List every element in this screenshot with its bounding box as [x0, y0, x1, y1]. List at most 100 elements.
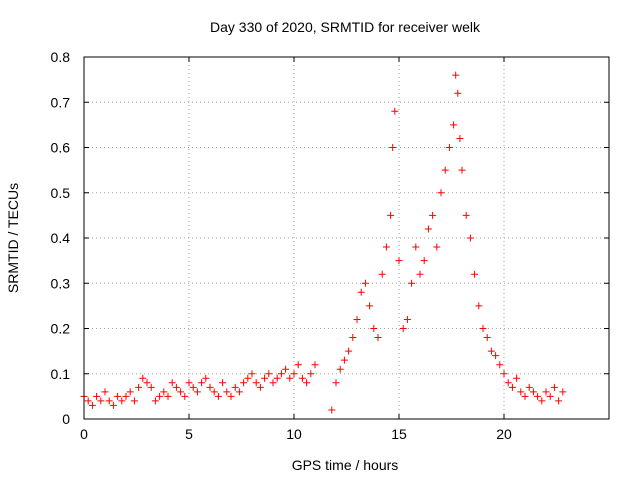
data-point: [454, 89, 462, 97]
x-tick-label: 5: [185, 426, 193, 442]
x-axis-label: GPS time / hours: [292, 457, 399, 473]
x-tick-label: 15: [391, 426, 407, 442]
data-point: [248, 370, 256, 378]
data-point: [458, 166, 466, 174]
data-point: [227, 392, 235, 400]
data-point: [286, 374, 294, 382]
data-points: [80, 71, 567, 414]
data-point: [114, 392, 122, 400]
data-point: [265, 370, 273, 378]
data-point: [168, 379, 176, 387]
data-point: [361, 279, 369, 287]
data-point: [370, 325, 378, 332]
data-point: [147, 383, 155, 391]
data-point: [387, 211, 395, 219]
data-point: [269, 379, 277, 387]
data-point: [555, 397, 563, 405]
data-point: [156, 392, 164, 400]
data-point: [235, 388, 243, 396]
data-point: [429, 211, 437, 219]
data-point: [164, 392, 172, 400]
data-point: [513, 374, 521, 382]
data-point: [223, 388, 231, 396]
data-point: [382, 243, 390, 251]
data-point: [273, 374, 281, 382]
data-point: [244, 374, 252, 382]
data-point: [135, 383, 143, 391]
data-point: [345, 347, 353, 355]
data-point: [84, 397, 92, 405]
data-point: [504, 379, 512, 387]
data-point: [130, 397, 138, 405]
y-tick-label: 0.3: [51, 275, 71, 291]
data-point: [210, 388, 218, 396]
data-point: [391, 107, 399, 115]
data-point: [483, 334, 491, 342]
data-point: [441, 166, 449, 174]
data-point: [521, 392, 529, 400]
data-point: [193, 388, 201, 396]
data-point: [399, 325, 407, 332]
data-point: [277, 370, 285, 378]
data-point: [487, 347, 495, 355]
data-point: [214, 392, 222, 400]
x-tick-label: 10: [286, 426, 302, 442]
y-tick-label: 0.7: [51, 94, 71, 110]
data-point: [378, 270, 386, 278]
y-axis-label: SRMTID / TECUs: [5, 183, 21, 293]
data-point: [424, 225, 432, 233]
x-tick-label: 0: [80, 426, 88, 442]
data-point: [332, 379, 340, 387]
y-tick-label: 0.5: [51, 185, 71, 201]
data-point: [433, 243, 441, 251]
data-point: [122, 392, 130, 400]
data-point: [416, 270, 424, 278]
data-point: [219, 379, 227, 387]
y-tick-label: 0.8: [51, 49, 71, 65]
data-point: [252, 379, 260, 387]
data-point: [294, 361, 302, 369]
data-point: [471, 270, 479, 278]
data-point: [177, 388, 185, 396]
data-point: [311, 361, 319, 369]
data-point: [198, 379, 206, 387]
y-tick-label: 0.1: [51, 366, 71, 382]
data-point: [88, 401, 96, 409]
data-point: [403, 315, 411, 323]
data-point: [202, 374, 210, 382]
data-point: [508, 383, 516, 391]
data-point: [172, 383, 180, 391]
data-point: [366, 302, 374, 310]
grid-lines: [84, 57, 609, 419]
data-point: [412, 243, 420, 251]
data-point: [462, 211, 470, 219]
data-point: [538, 397, 546, 405]
data-point: [353, 315, 361, 323]
data-point: [525, 383, 533, 391]
data-point: [542, 388, 550, 396]
data-point: [189, 383, 197, 391]
data-point: [256, 383, 264, 391]
data-point: [105, 397, 113, 405]
data-point: [529, 388, 537, 396]
data-point: [97, 397, 105, 405]
data-point: [261, 374, 269, 382]
data-point: [126, 388, 134, 396]
data-point: [328, 406, 336, 414]
data-point: [298, 374, 306, 382]
axis-ticks: 0 5 10 15 20 0 0.1 0.2 0.3 0.4 0.5 0.6 0.7 0.8: [51, 49, 609, 442]
data-point: [445, 144, 453, 151]
data-point: [349, 334, 357, 342]
y-tick-label: 0.6: [51, 140, 71, 156]
data-point: [456, 134, 464, 142]
data-point: [437, 189, 445, 197]
x-tick-label: 20: [496, 426, 512, 442]
data-point: [550, 383, 558, 391]
data-point: [420, 257, 428, 265]
data-point: [231, 383, 239, 391]
y-tick-label: 0.4: [51, 230, 71, 246]
y-tick-label: 0.2: [51, 321, 71, 337]
chart-title: Day 330 of 2020, SRMTID for receiver wel…: [210, 19, 481, 35]
data-point: [500, 370, 508, 378]
